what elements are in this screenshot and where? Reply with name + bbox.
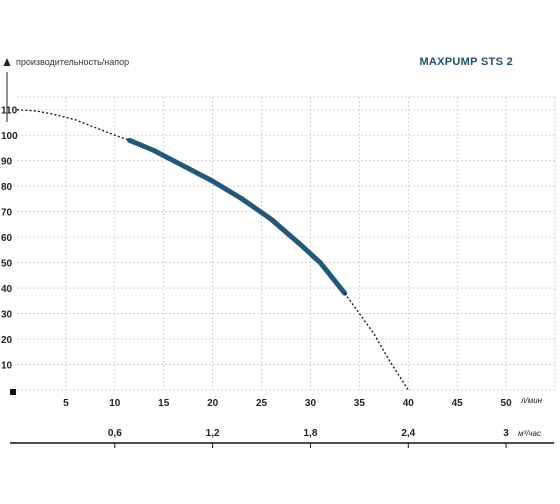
secondary-x-tick-label: 2,4 — [401, 428, 415, 439]
x-tick-label: 20 — [207, 398, 219, 409]
x-tick-label: 10 — [109, 398, 121, 409]
chart-axes — [3, 58, 555, 448]
x-tick-label: 40 — [403, 398, 415, 409]
x-tick-label: 35 — [354, 398, 366, 409]
y-tick-label: 30 — [1, 310, 13, 321]
x-axis-unit-label: л/мин — [520, 396, 543, 405]
curve-operating-range — [127, 137, 348, 296]
secondary-x-tick-label: 1,8 — [304, 428, 318, 439]
x-tick-label: 25 — [256, 398, 268, 409]
y-tick-label: 90 — [1, 157, 13, 168]
y-tick-label: 60 — [1, 233, 13, 244]
chart-title: MAXPUMP STS 2 — [419, 56, 513, 68]
y-tick-label: 100 — [1, 131, 18, 142]
curve-dotted-segment — [344, 292, 409, 391]
x-tick-label: 5 — [63, 398, 69, 409]
y-tick-label: 70 — [1, 208, 13, 219]
x-tick-label: 30 — [305, 398, 317, 409]
y-tick-label: 110 — [1, 106, 18, 117]
x-tick-label: 50 — [501, 398, 513, 409]
y-tick-label: 80 — [1, 182, 13, 193]
origin-marker — [10, 389, 16, 395]
y-axis-arrow — [3, 58, 11, 66]
y-axis-label: производительность/напор — [16, 57, 129, 67]
y-tick-label: 20 — [1, 335, 13, 346]
chart-labels: 10 20 30 40 50 60 70 80 90 100 110 5 10 15 20 25 30 35 40 4… — [1, 56, 543, 439]
secondary-x-tick-label: 3 — [503, 428, 509, 439]
secondary-x-tick-label: 1,2 — [206, 428, 220, 439]
y-tick-label: 40 — [1, 284, 13, 295]
y-tick-label: 10 — [1, 361, 13, 372]
y-tick-label: 50 — [1, 259, 13, 270]
chart-grid — [17, 96, 556, 390]
secondary-x-tick-label: 0,6 — [108, 428, 122, 439]
x-tick-label: 45 — [452, 398, 464, 409]
secondary-x-axis-unit-label: м³/час — [518, 429, 541, 438]
curve-dotted-segment — [16, 109, 130, 141]
x-tick-label: 15 — [158, 398, 170, 409]
chart-series — [16, 109, 409, 391]
